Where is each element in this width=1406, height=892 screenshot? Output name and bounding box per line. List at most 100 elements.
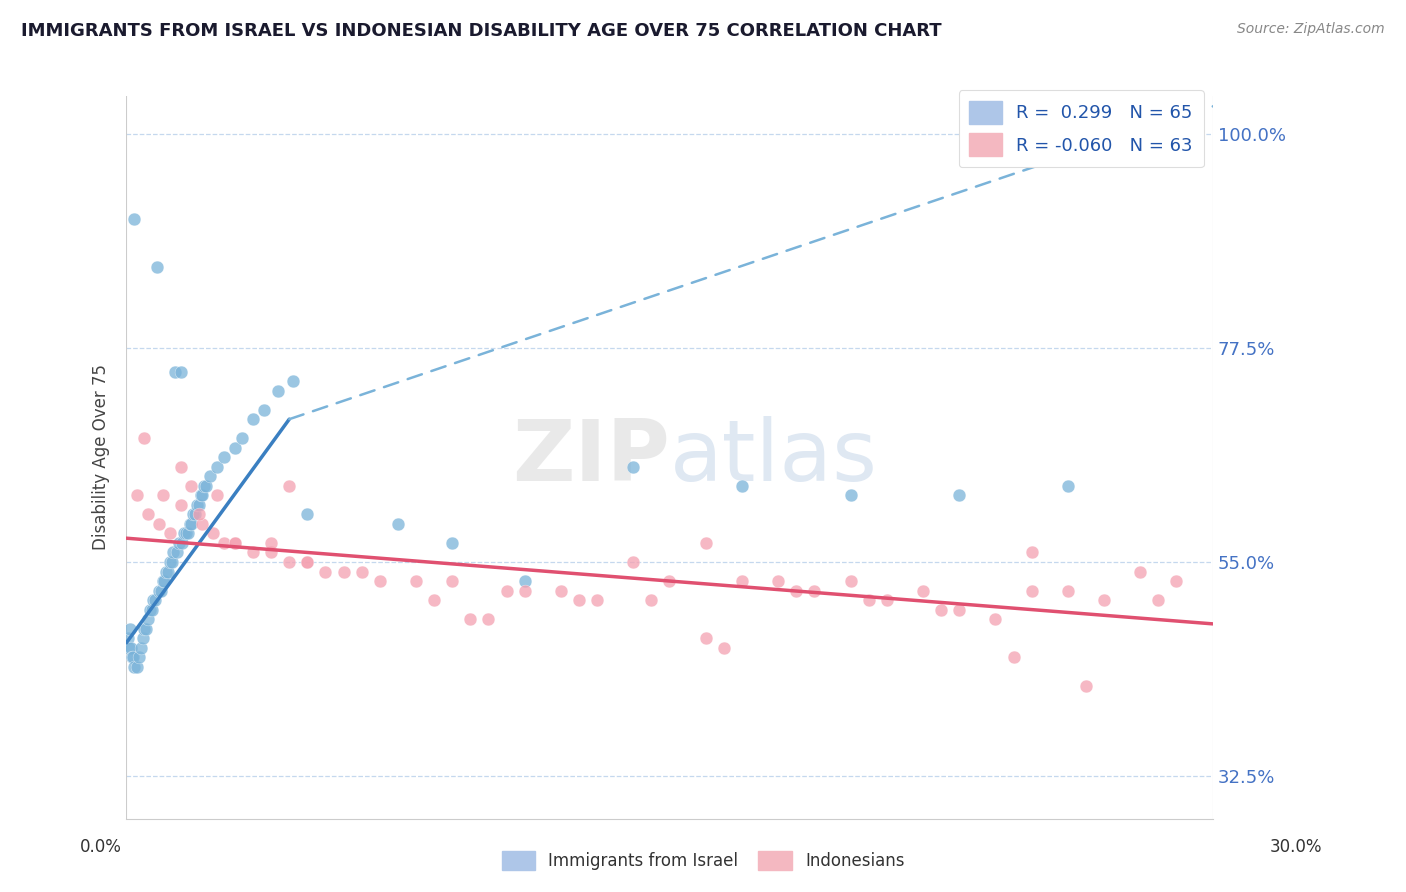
- Legend: R =  0.299   N = 65, R = -0.060   N = 63: R = 0.299 N = 65, R = -0.060 N = 63: [959, 90, 1204, 167]
- Point: [314, 565, 336, 579]
- Point: [224, 536, 246, 550]
- Point: [194, 479, 217, 493]
- Point: [423, 593, 446, 607]
- Point: [260, 545, 283, 559]
- Point: [876, 593, 898, 607]
- Point: [766, 574, 789, 588]
- Point: [621, 459, 644, 474]
- Point: [550, 583, 572, 598]
- Point: [1002, 650, 1025, 665]
- Point: [260, 536, 283, 550]
- Point: [152, 574, 174, 588]
- Point: [984, 612, 1007, 626]
- Point: [350, 565, 373, 579]
- Point: [179, 516, 201, 531]
- Point: [148, 516, 170, 531]
- Point: [441, 574, 464, 588]
- Point: [231, 431, 253, 445]
- Point: [160, 555, 183, 569]
- Point: [640, 593, 662, 607]
- Point: [190, 488, 212, 502]
- Legend: Immigrants from Israel, Indonesians: Immigrants from Israel, Indonesians: [495, 844, 911, 877]
- Point: [142, 593, 165, 607]
- Point: [169, 365, 191, 379]
- Point: [202, 526, 225, 541]
- Point: [127, 488, 149, 502]
- Point: [253, 402, 276, 417]
- Point: [187, 498, 209, 512]
- Point: [167, 536, 190, 550]
- Point: [297, 508, 319, 522]
- Point: [948, 602, 970, 616]
- Point: [297, 555, 319, 569]
- Point: [839, 488, 862, 502]
- Point: [131, 631, 153, 645]
- Point: [858, 593, 880, 607]
- Point: [121, 650, 143, 665]
- Text: 0.0%: 0.0%: [80, 838, 122, 855]
- Point: [803, 583, 825, 598]
- Point: [174, 526, 197, 541]
- Point: [695, 631, 717, 645]
- Point: [159, 526, 181, 541]
- Point: [141, 602, 163, 616]
- Point: [1056, 583, 1078, 598]
- Point: [212, 536, 235, 550]
- Text: ZIP: ZIP: [512, 416, 669, 499]
- Point: [117, 631, 139, 645]
- Point: [1056, 479, 1078, 493]
- Point: [695, 536, 717, 550]
- Point: [186, 498, 208, 512]
- Point: [278, 555, 301, 569]
- Point: [731, 574, 754, 588]
- Point: [332, 565, 354, 579]
- Point: [621, 555, 644, 569]
- Point: [441, 536, 464, 550]
- Y-axis label: Disability Age Over 75: Disability Age Over 75: [93, 364, 110, 550]
- Point: [127, 659, 149, 673]
- Point: [159, 555, 181, 569]
- Point: [731, 479, 754, 493]
- Point: [495, 583, 517, 598]
- Point: [120, 640, 142, 655]
- Point: [135, 622, 157, 636]
- Point: [911, 583, 934, 598]
- Point: [267, 384, 290, 398]
- Point: [477, 612, 499, 626]
- Point: [134, 622, 156, 636]
- Point: [224, 536, 246, 550]
- Point: [586, 593, 609, 607]
- Point: [118, 622, 141, 636]
- Point: [1129, 565, 1152, 579]
- Point: [297, 555, 319, 569]
- Point: [118, 640, 141, 655]
- Point: [148, 583, 170, 598]
- Point: [166, 545, 188, 559]
- Point: [122, 659, 145, 673]
- Point: [139, 602, 162, 616]
- Point: [713, 640, 735, 655]
- Text: Source: ZipAtlas.com: Source: ZipAtlas.com: [1237, 22, 1385, 37]
- Point: [122, 212, 145, 227]
- Point: [181, 508, 204, 522]
- Point: [191, 488, 214, 502]
- Point: [191, 516, 214, 531]
- Point: [156, 565, 179, 579]
- Point: [143, 593, 166, 607]
- Point: [153, 574, 176, 588]
- Point: [1147, 593, 1170, 607]
- Point: [180, 516, 202, 531]
- Point: [121, 650, 143, 665]
- Point: [242, 412, 264, 426]
- Point: [146, 260, 169, 274]
- Point: [187, 508, 209, 522]
- Point: [152, 488, 174, 502]
- Point: [193, 479, 215, 493]
- Point: [513, 574, 536, 588]
- Point: [281, 374, 304, 388]
- Point: [149, 583, 172, 598]
- Point: [785, 583, 807, 598]
- Point: [129, 640, 152, 655]
- Text: atlas: atlas: [669, 416, 877, 499]
- Point: [173, 526, 195, 541]
